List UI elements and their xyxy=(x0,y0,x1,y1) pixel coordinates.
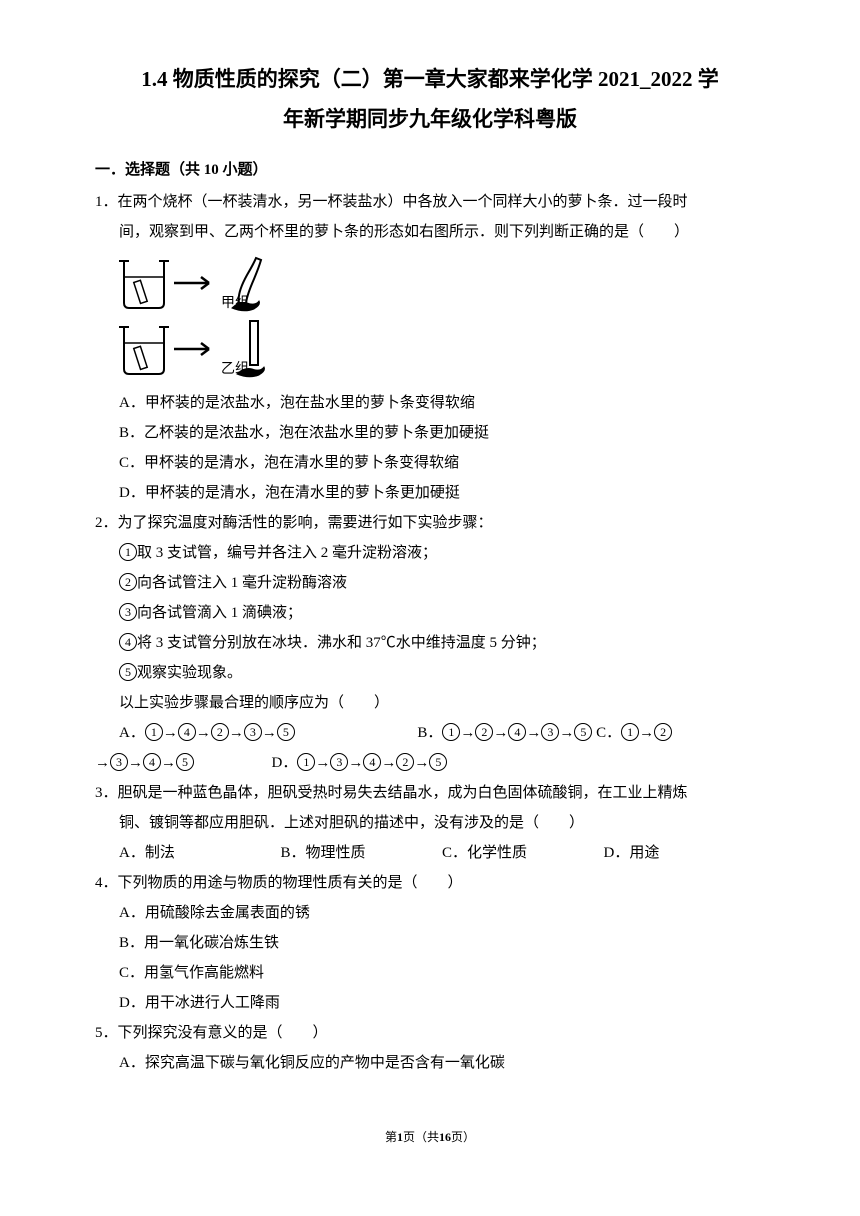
question-5: 5．下列探究没有意义的是（ ） A．探究高温下碳与氧化铜反应的产物中是否含有一氧… xyxy=(95,1018,765,1078)
q5-option-a: A．探究高温下碳与氧化铜反应的产物中是否含有一氧化碳 xyxy=(95,1048,765,1078)
q3-text-line-2: 铜、镀铜等都应用胆矾．上述对胆矾的描述中，没有涉及的是（ ） xyxy=(95,808,765,838)
diagram-label-2: 乙组 xyxy=(221,361,249,377)
q1-diagram: 甲组 乙组 xyxy=(95,253,765,382)
q2-options-row-2: →3→4→5 D．1→3→4→2→5 xyxy=(95,748,765,778)
q1-option-c: C．甲杯装的是清水，泡在清水里的萝卜条变得软缩 xyxy=(95,448,765,478)
q4-option-d: D．用干冰进行人工降雨 xyxy=(95,988,765,1018)
q4-option-c: C．用氢气作高能燃料 xyxy=(95,958,765,988)
q2-text: 2．为了探究温度对酶活性的影响，需要进行如下实验步骤： xyxy=(95,508,765,538)
q3-option-a: A．制法 xyxy=(119,838,281,868)
q1-option-b: B．乙杯装的是浓盐水，泡在浓盐水里的萝卜条更加硬挺 xyxy=(95,418,765,448)
q1-option-d: D．甲杯装的是清水，泡在清水里的萝卜条更加硬挺 xyxy=(95,478,765,508)
question-1: 1．在两个烧杯（一杯装清水，另一杯装盐水）中各放入一个同样大小的萝卜条．过一段时… xyxy=(95,187,765,508)
page-footer: 第1页（共16页） xyxy=(95,1128,765,1145)
section-header: 一．选择题（共 10 小题） xyxy=(95,158,765,179)
q2-step-2: 2向各试管注入 1 毫升淀粉酶溶液 xyxy=(95,568,765,598)
document-title-line-2: 年新学期同步九年级化学科粤版 xyxy=(95,100,765,140)
page-container: 1.4 物质性质的探究（二）第一章大家都来学化学 2021_2022 学 年新学… xyxy=(0,0,860,1185)
beaker-diagram-2: 乙组 xyxy=(119,317,294,382)
question-2: 2．为了探究温度对酶活性的影响，需要进行如下实验步骤： 1取 3 支试管，编号并… xyxy=(95,508,765,778)
q3-text-line-1: 3．胆矾是一种蓝色晶体，胆矾受热时易失去结晶水，成为白色固体硫酸铜，在工业上精炼 xyxy=(95,778,765,808)
q3-option-b: B．物理性质 xyxy=(281,838,443,868)
q2-step-5: 5观察实验现象。 xyxy=(95,658,765,688)
q4-text: 4．下列物质的用途与物质的物理性质有关的是（ ） xyxy=(95,868,765,898)
beaker-diagram-1: 甲组 xyxy=(119,253,294,313)
q2-options-row-1: A．1→4→2→3→5 B．1→2→4→3→5 C．1→2 xyxy=(95,718,765,748)
q3-option-d: D．用途 xyxy=(604,838,766,868)
q5-text: 5．下列探究没有意义的是（ ） xyxy=(95,1018,765,1048)
diagram-label-1: 甲组 xyxy=(221,295,249,311)
q1-text-line-1: 1．在两个烧杯（一杯装清水，另一杯装盐水）中各放入一个同样大小的萝卜条．过一段时 xyxy=(95,187,765,217)
question-4: 4．下列物质的用途与物质的物理性质有关的是（ ） A．用硫酸除去金属表面的锈 B… xyxy=(95,868,765,1018)
question-3: 3．胆矾是一种蓝色晶体，胆矾受热时易失去结晶水，成为白色固体硫酸铜，在工业上精炼… xyxy=(95,778,765,868)
q2-step-3: 3向各试管滴入 1 滴碘液； xyxy=(95,598,765,628)
q2-step-4: 4将 3 支试管分别放在冰块．沸水和 37℃水中维持温度 5 分钟； xyxy=(95,628,765,658)
q2-prompt: 以上实验步骤最合理的顺序应为（ ） xyxy=(95,688,765,718)
q1-text-line-2: 间，观察到甲、乙两个杯里的萝卜条的形态如右图所示．则下列判断正确的是（ ） xyxy=(95,217,765,247)
q3-option-c: C．化学性质 xyxy=(442,838,604,868)
q4-option-b: B．用一氧化碳冶炼生铁 xyxy=(95,928,765,958)
q3-options: A．制法 B．物理性质 C．化学性质 D．用途 xyxy=(95,838,765,868)
q2-step-1: 1取 3 支试管，编号并各注入 2 毫升淀粉溶液； xyxy=(95,538,765,568)
document-title-line-1: 1.4 物质性质的探究（二）第一章大家都来学化学 2021_2022 学 xyxy=(95,60,765,100)
q4-option-a: A．用硫酸除去金属表面的锈 xyxy=(95,898,765,928)
q1-option-a: A．甲杯装的是浓盐水，泡在盐水里的萝卜条变得软缩 xyxy=(95,388,765,418)
